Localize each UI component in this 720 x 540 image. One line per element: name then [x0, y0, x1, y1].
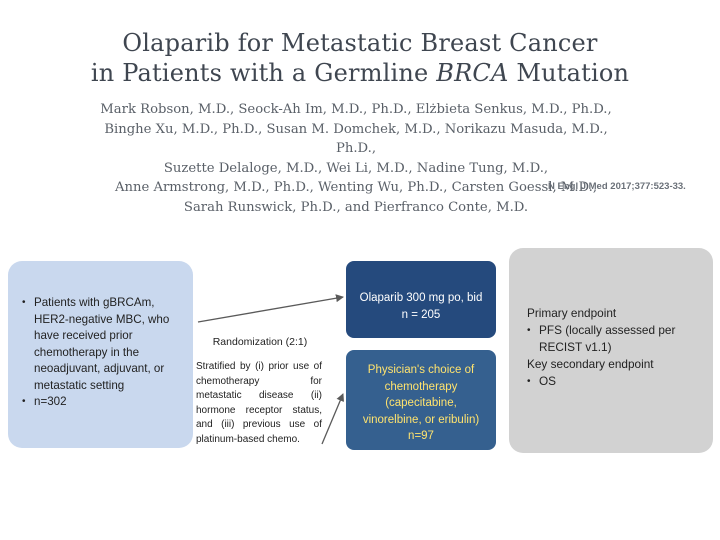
primary-endpoint-label: Primary endpoint	[527, 306, 617, 320]
title-line-2-suffix: Mutation	[508, 59, 630, 87]
olaparib-dose: Olaparib 300 mg po, bid	[359, 292, 483, 304]
title-line-2-italic: BRCA	[436, 59, 509, 87]
endpoints-box: Primary endpoint PFS (locally assessed p…	[509, 248, 713, 453]
paper-title: Olaparib for Metastatic Breast Cancer in…	[0, 28, 720, 88]
author-list: Mark Robson, M.D., Seock-Ah Im, M.D., Ph…	[96, 100, 616, 217]
physician-line: chemotherapy	[384, 380, 458, 393]
secondary-endpoint-list: OS	[527, 373, 703, 390]
population-count: n=302	[22, 394, 183, 411]
arrow-to-physician-choice	[321, 393, 344, 445]
author-line: Suzette Delaloge, M.D., Wei Li, M.D., Na…	[163, 160, 549, 176]
randomization-label: Randomization (2:1)	[212, 336, 308, 348]
author-line: Binghe Xu, M.D., Ph.D., Susan M. Domchek…	[104, 121, 608, 157]
primary-endpoint-list: PFS (locally assessed per RECIST v1.1)	[527, 322, 703, 356]
title-line-2-prefix: in Patients with a Germline	[90, 59, 437, 87]
journal-citation: N Engl J Med 2017;377:523-33.	[548, 181, 686, 192]
stratification-text: Stratified by (i) prior use of chemother…	[196, 361, 322, 445]
author-line: Anne Armstrong, M.D., Ph.D., Wenting Wu,…	[114, 180, 598, 195]
primary-endpoint-item: PFS (locally assessed per RECIST v1.1)	[527, 322, 703, 356]
secondary-endpoint-label: Key secondary endpoint	[527, 357, 654, 371]
physician-line: vinorelbine, or eribulin)	[362, 413, 480, 426]
physician-line: Physician's choice of	[367, 364, 475, 376]
physician-choice-arm-box: Physician's choice of chemotherapy (cape…	[346, 350, 496, 450]
olaparib-n: n = 205	[401, 308, 441, 321]
physician-line: (capecitabine,	[385, 397, 457, 409]
population-criteria: Patients with gBRCAm, HER2-negative MBC,…	[22, 295, 183, 394]
physician-n: n=97	[408, 430, 434, 442]
population-list: Patients with gBRCAm, HER2-negative MBC,…	[22, 295, 183, 411]
author-line: Sarah Runswick, Ph.D., and Pierfranco Co…	[183, 199, 529, 215]
arrow-to-olaparib	[197, 294, 344, 323]
secondary-endpoint-item: OS	[527, 373, 703, 390]
author-line: Mark Robson, M.D., Seock-Ah Im, M.D., Ph…	[100, 102, 612, 117]
title-line-2: in Patients with a Germline BRCA Mutatio…	[0, 58, 720, 88]
patient-population-box: Patients with gBRCAm, HER2-negative MBC,…	[8, 261, 193, 448]
olaparib-arm-box: Olaparib 300 mg po, bid n = 205	[346, 261, 496, 338]
title-line-1: Olaparib for Metastatic Breast Cancer	[122, 29, 598, 57]
